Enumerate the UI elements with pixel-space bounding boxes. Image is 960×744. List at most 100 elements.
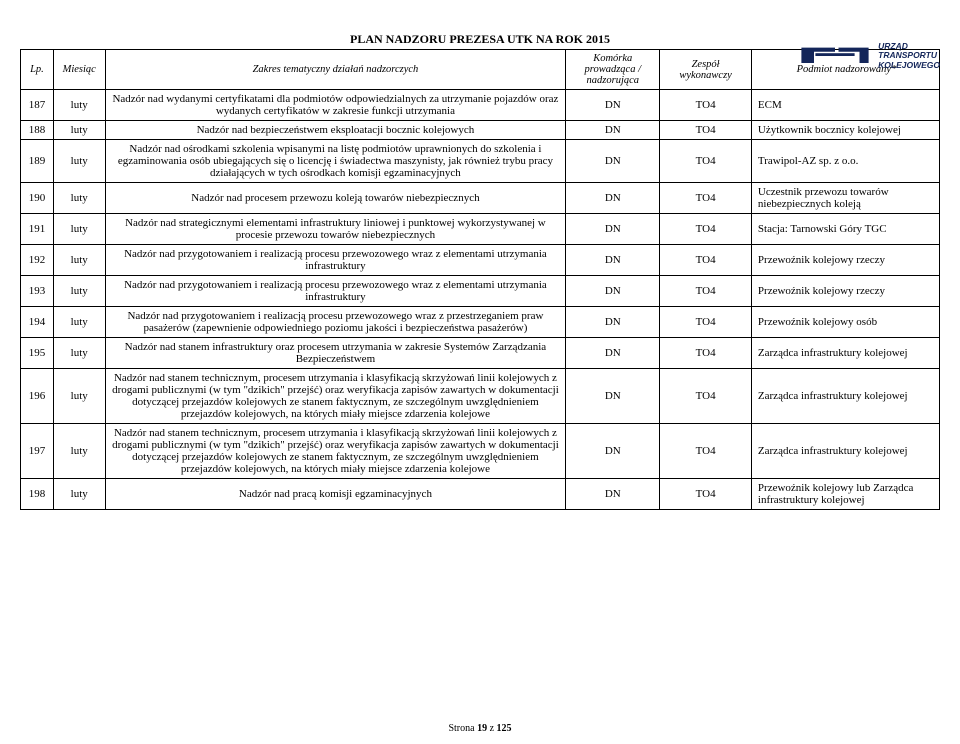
cell-zakres: Nadzór nad stanem technicznym, procesem … — [105, 424, 566, 479]
cell-miesiac: luty — [53, 424, 105, 479]
header-logo: URZĄD TRANSPORTU KOLEJOWEGO — [800, 42, 940, 70]
cell-miesiac: luty — [53, 479, 105, 510]
table-row: 187lutyNadzór nad wydanymi certyfikatami… — [21, 90, 940, 121]
cell-podmiot: Przewoźnik kolejowy osób — [751, 307, 939, 338]
cell-zakres: Nadzór nad ośrodkami szkolenia wpisanymi… — [105, 140, 566, 183]
cell-miesiac: luty — [53, 338, 105, 369]
cell-lp: 190 — [21, 183, 54, 214]
cell-zakres: Nadzór nad przygotowaniem i realizacją p… — [105, 245, 566, 276]
cell-komorka: DN — [566, 183, 660, 214]
supervision-plan-table: Lp. Miesiąc Zakres tematyczny działań na… — [20, 49, 940, 510]
cell-podmiot: Zarządca infrastruktury kolejowej — [751, 338, 939, 369]
cell-lp: 194 — [21, 307, 54, 338]
cell-podmiot: Zarządca infrastruktury kolejowej — [751, 369, 939, 424]
cell-komorka: DN — [566, 369, 660, 424]
col-header-komorka: Komórka prowadząca / nadzorująca — [566, 50, 660, 90]
table-row: 192lutyNadzór nad przygotowaniem i reali… — [21, 245, 940, 276]
cell-zespol: TO4 — [660, 424, 752, 479]
cell-zespol: TO4 — [660, 90, 752, 121]
cell-lp: 191 — [21, 214, 54, 245]
footer-prefix: Strona — [448, 723, 477, 734]
footer-mid: z — [487, 723, 496, 734]
cell-zakres: Nadzór nad bezpieczeństwem eksploatacji … — [105, 121, 566, 140]
cell-podmiot: Trawipol-AZ sp. z o.o. — [751, 140, 939, 183]
table-row: 189lutyNadzór nad ośrodkami szkolenia wp… — [21, 140, 940, 183]
cell-podmiot: Przewoźnik kolejowy rzeczy — [751, 276, 939, 307]
cell-miesiac: luty — [53, 276, 105, 307]
cell-miesiac: luty — [53, 245, 105, 276]
cell-miesiac: luty — [53, 307, 105, 338]
utk-logo-icon — [800, 42, 870, 70]
cell-zakres: Nadzór nad stanem infrastruktury oraz pr… — [105, 338, 566, 369]
cell-komorka: DN — [566, 214, 660, 245]
cell-zakres: Nadzór nad stanem technicznym, procesem … — [105, 369, 566, 424]
table-row: 197lutyNadzór nad stanem technicznym, pr… — [21, 424, 940, 479]
cell-podmiot: Przewoźnik kolejowy rzeczy — [751, 245, 939, 276]
cell-podmiot: Stacja: Tarnowski Góry TGC — [751, 214, 939, 245]
cell-komorka: DN — [566, 307, 660, 338]
cell-zespol: TO4 — [660, 369, 752, 424]
cell-zespol: TO4 — [660, 245, 752, 276]
cell-zespol: TO4 — [660, 338, 752, 369]
cell-miesiac: luty — [53, 140, 105, 183]
cell-lp: 195 — [21, 338, 54, 369]
cell-podmiot: Przewoźnik kolejowy lub Zarządca infrast… — [751, 479, 939, 510]
cell-miesiac: luty — [53, 183, 105, 214]
cell-zakres: Nadzór nad strategicznymi elementami inf… — [105, 214, 566, 245]
table-row: 196lutyNadzór nad stanem technicznym, pr… — [21, 369, 940, 424]
cell-lp: 193 — [21, 276, 54, 307]
cell-podmiot: ECM — [751, 90, 939, 121]
cell-miesiac: luty — [53, 369, 105, 424]
cell-komorka: DN — [566, 424, 660, 479]
cell-komorka: DN — [566, 276, 660, 307]
cell-lp: 189 — [21, 140, 54, 183]
cell-zespol: TO4 — [660, 183, 752, 214]
col-header-lp: Lp. — [21, 50, 54, 90]
cell-podmiot: Zarządca infrastruktury kolejowej — [751, 424, 939, 479]
logo-text: URZĄD TRANSPORTU KOLEJOWEGO — [878, 42, 940, 70]
cell-miesiac: luty — [53, 214, 105, 245]
logo-line-3: KOLEJOWEGO — [878, 61, 940, 70]
table-row: 188lutyNadzór nad bezpieczeństwem eksplo… — [21, 121, 940, 140]
cell-zespol: TO4 — [660, 307, 752, 338]
cell-lp: 188 — [21, 121, 54, 140]
table-body: 187lutyNadzór nad wydanymi certyfikatami… — [21, 90, 940, 510]
cell-komorka: DN — [566, 90, 660, 121]
cell-zakres: Nadzór nad przygotowaniem i realizacją p… — [105, 307, 566, 338]
footer-total: 125 — [497, 723, 512, 734]
cell-zespol: TO4 — [660, 140, 752, 183]
cell-podmiot: Użytkownik bocznicy kolejowej — [751, 121, 939, 140]
table-row: 190lutyNadzór nad procesem przewozu kole… — [21, 183, 940, 214]
cell-zakres: Nadzór nad przygotowaniem i realizacją p… — [105, 276, 566, 307]
cell-lp: 187 — [21, 90, 54, 121]
cell-zespol: TO4 — [660, 276, 752, 307]
cell-komorka: DN — [566, 140, 660, 183]
cell-miesiac: luty — [53, 121, 105, 140]
cell-lp: 196 — [21, 369, 54, 424]
cell-lp: 192 — [21, 245, 54, 276]
cell-komorka: DN — [566, 245, 660, 276]
table-row: 191lutyNadzór nad strategicznymi element… — [21, 214, 940, 245]
col-header-miesiac: Miesiąc — [53, 50, 105, 90]
page-footer: Strona 19 z 125 — [0, 723, 960, 734]
cell-zakres: Nadzór nad pracą komisji egzaminacyjnych — [105, 479, 566, 510]
cell-komorka: DN — [566, 479, 660, 510]
table-row: 193lutyNadzór nad przygotowaniem i reali… — [21, 276, 940, 307]
cell-lp: 197 — [21, 424, 54, 479]
table-row: 194lutyNadzór nad przygotowaniem i reali… — [21, 307, 940, 338]
cell-podmiot: Uczestnik przewozu towarów niebezpieczny… — [751, 183, 939, 214]
col-header-zespol: Zespół wykonawczy — [660, 50, 752, 90]
cell-zespol: TO4 — [660, 214, 752, 245]
cell-zespol: TO4 — [660, 479, 752, 510]
cell-lp: 198 — [21, 479, 54, 510]
cell-zespol: TO4 — [660, 121, 752, 140]
cell-komorka: DN — [566, 338, 660, 369]
col-header-zakres: Zakres tematyczny działań nadzorczych — [105, 50, 566, 90]
footer-page: 19 — [477, 723, 487, 734]
cell-miesiac: luty — [53, 90, 105, 121]
cell-komorka: DN — [566, 121, 660, 140]
cell-zakres: Nadzór nad wydanymi certyfikatami dla po… — [105, 90, 566, 121]
cell-zakres: Nadzór nad procesem przewozu koleją towa… — [105, 183, 566, 214]
table-row: 195lutyNadzór nad stanem infrastruktury … — [21, 338, 940, 369]
table-row: 198lutyNadzór nad pracą komisji egzamina… — [21, 479, 940, 510]
